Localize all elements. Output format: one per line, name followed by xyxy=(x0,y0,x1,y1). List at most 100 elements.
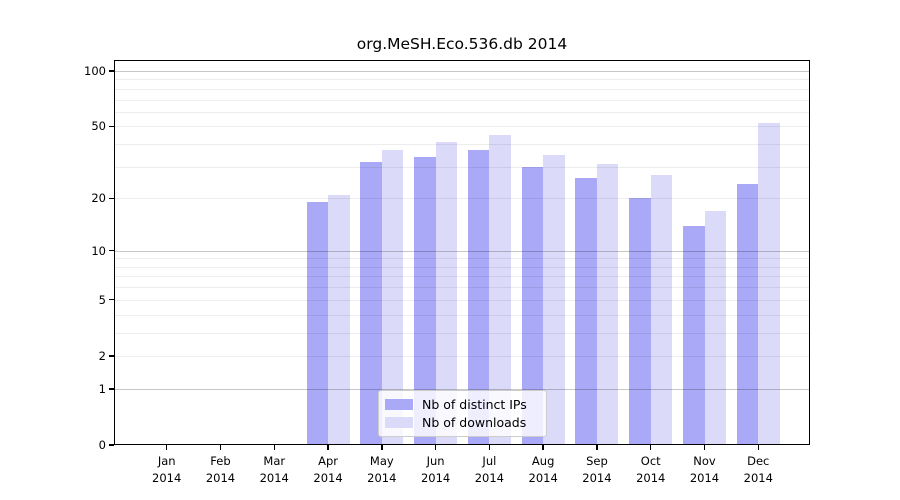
y-tick-label-10: 10 xyxy=(91,243,106,258)
x-tick-year-jun: 2014 xyxy=(420,470,451,485)
x-tick-year-jan: 2014 xyxy=(152,470,182,485)
x-tick-month-may: May xyxy=(369,454,394,468)
gridline-minor-80 xyxy=(114,88,810,90)
bar-distinct-ips-may xyxy=(360,161,382,445)
y-tick-10 xyxy=(109,249,114,252)
bar-downloads-oct xyxy=(650,174,673,445)
x-tick-month-jun: Jun xyxy=(426,454,445,468)
x-tick-feb xyxy=(219,445,222,450)
x-tick-month-apr: Apr xyxy=(318,454,338,468)
bar-distinct-ips-jun xyxy=(414,156,436,445)
y-tick-5 xyxy=(109,299,114,301)
x-tick-month-feb: Feb xyxy=(210,454,231,468)
gridline-minor-50 xyxy=(114,126,810,128)
bar-distinct-ips-apr xyxy=(306,202,329,445)
y-tick-label-5: 5 xyxy=(98,292,106,307)
x-tick-label-feb: Feb 2014 xyxy=(189,453,251,486)
y-tick-2 xyxy=(109,355,114,357)
x-tick-month-aug: Aug xyxy=(531,454,555,468)
bar-downloads-nov xyxy=(704,210,726,445)
bar-downloads-apr xyxy=(328,194,350,445)
bar-distinct-ips-jul xyxy=(467,150,490,445)
bar-distinct-ips-aug xyxy=(521,166,544,445)
x-tick-label-dec: Dec 2014 xyxy=(727,453,789,486)
x-tick-may xyxy=(381,445,383,450)
y-tick-1 xyxy=(109,388,114,390)
x-tick-nov xyxy=(703,445,706,450)
x-tick-label-jan: Jan 2014 xyxy=(136,453,198,486)
x-tick-year-mar: 2014 xyxy=(259,470,289,485)
x-tick-oct xyxy=(650,445,652,450)
x-tick-jan xyxy=(166,445,168,450)
gridline-major-100 xyxy=(114,70,810,72)
legend-label-distinct-ips: Nb of distinct IPs xyxy=(422,397,527,413)
y-tick-20 xyxy=(109,197,114,199)
bar-distinct-ips-sep xyxy=(575,177,597,445)
legend-label-downloads: Nb of downloads xyxy=(422,414,527,430)
legend-swatch-distinct-ips xyxy=(385,399,413,411)
bar-downloads-jul xyxy=(489,134,511,445)
gridline-minor-40 xyxy=(114,144,810,146)
x-tick-dec xyxy=(757,445,759,450)
x-tick-label-sep: Sep 2014 xyxy=(566,453,628,486)
y-tick-label-100: 100 xyxy=(84,63,106,78)
y-tick-label-20: 20 xyxy=(91,191,106,206)
x-tick-label-oct: Oct 2014 xyxy=(620,453,682,486)
y-tick-50 xyxy=(109,125,114,128)
gridline-minor-70 xyxy=(114,99,810,101)
x-tick-month-dec: Dec xyxy=(747,454,770,468)
bar-distinct-ips-nov xyxy=(683,225,705,445)
x-tick-jul xyxy=(488,445,491,450)
chart-title: org.MeSH.Eco.536.db 2014 xyxy=(356,35,568,53)
x-tick-label-mar: Mar 2014 xyxy=(243,453,305,486)
bar-downloads-jun xyxy=(435,142,458,445)
gridline-minor-20 xyxy=(114,198,810,200)
legend-entry-downloads: Nb of downloads xyxy=(385,414,538,430)
y-tick-label-2: 2 xyxy=(98,348,106,363)
y-tick-label-50: 50 xyxy=(91,119,106,134)
bar-downloads-dec xyxy=(758,123,780,445)
x-tick-label-aug: Aug 2014 xyxy=(512,453,574,486)
legend-swatch-downloads xyxy=(385,416,413,428)
bar-downloads-sep xyxy=(596,164,619,445)
x-tick-aug xyxy=(542,445,544,450)
x-tick-month-sep: Sep xyxy=(586,454,608,468)
x-tick-year-jul: 2014 xyxy=(474,470,505,485)
x-tick-year-dec: 2014 xyxy=(743,470,773,485)
x-tick-month-jul: Jul xyxy=(482,454,497,468)
x-tick-month-mar: Mar xyxy=(263,454,286,468)
y-tick-label-1: 1 xyxy=(98,381,106,396)
x-tick-label-jul: Jul 2014 xyxy=(458,453,520,486)
y-tick-100 xyxy=(109,70,114,72)
x-tick-year-aug: 2014 xyxy=(528,470,558,485)
gridline-minor-60 xyxy=(114,111,810,113)
legend: Nb of distinct IPs Nb of downloads xyxy=(378,390,547,437)
bar-distinct-ips-oct xyxy=(629,198,651,445)
x-tick-sep xyxy=(596,445,598,450)
x-tick-month-jan: Jan xyxy=(157,454,176,468)
x-tick-year-feb: 2014 xyxy=(205,470,236,485)
legend-entry-distinct-ips: Nb of distinct IPs xyxy=(385,397,538,413)
x-tick-label-may: May 2014 xyxy=(351,453,413,486)
x-tick-year-apr: 2014 xyxy=(313,470,343,485)
plot-area: 0 1 2 5 10 20 50 100 Jan 2014 Feb 2014 Mar 2014 Apr 201… xyxy=(84,60,810,485)
x-tick-label-jun: Jun 2014 xyxy=(405,453,467,486)
x-tick-mar xyxy=(273,445,275,450)
bar-distinct-ips-dec xyxy=(736,184,759,445)
x-tick-label-nov: Nov 2014 xyxy=(674,453,736,486)
gridline-minor-30 xyxy=(114,166,810,168)
x-tick-year-may: 2014 xyxy=(367,470,397,485)
gridline-minor-90 xyxy=(114,79,810,81)
x-tick-year-oct: 2014 xyxy=(636,470,666,485)
x-tick-year-sep: 2014 xyxy=(582,470,612,485)
bar-downloads-aug xyxy=(543,154,565,445)
x-tick-month-nov: Nov xyxy=(693,454,716,468)
x-tick-month-oct: Oct xyxy=(640,454,661,468)
bar-downloads-may xyxy=(381,150,404,445)
x-tick-apr xyxy=(327,445,329,450)
x-tick-label-apr: Apr 2014 xyxy=(297,453,359,486)
y-tick-0 xyxy=(109,444,114,446)
x-tick-jun xyxy=(434,445,437,450)
x-tick-year-nov: 2014 xyxy=(689,470,720,485)
